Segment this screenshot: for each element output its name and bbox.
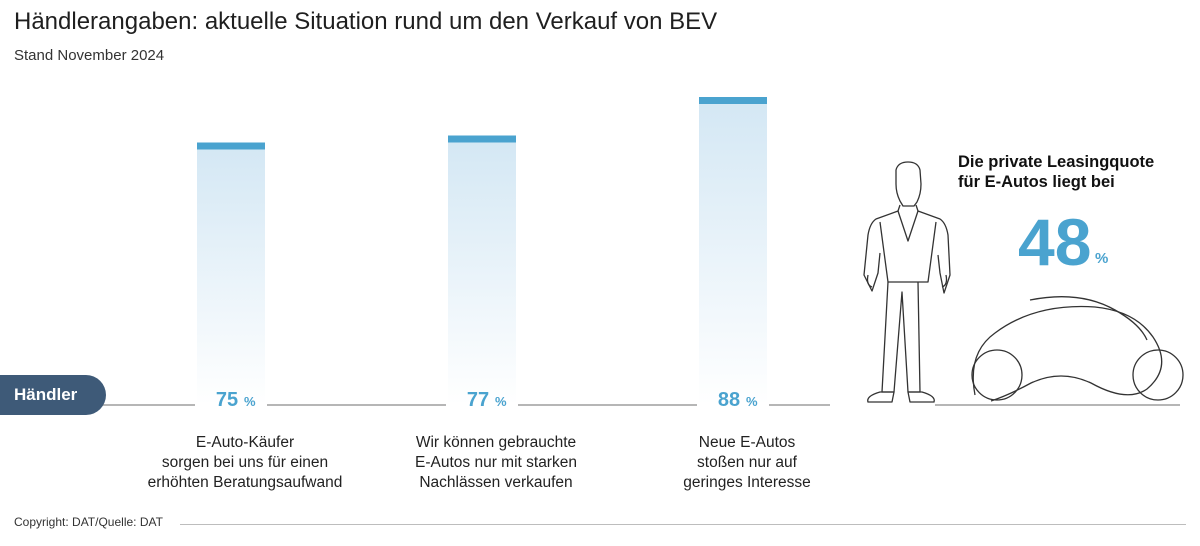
baseline-gap-1 <box>195 402 267 408</box>
value-label-3: 88 <box>718 389 740 411</box>
value-label-1: 75 <box>216 389 238 411</box>
bar-1 <box>197 142 265 405</box>
bar-cap-2 <box>448 135 516 143</box>
value-unit-3: % <box>746 394 758 409</box>
man-illustration <box>863 161 951 403</box>
value-unit-2: % <box>495 394 507 409</box>
leasing-text: Die private Leasingquote für E-Autos lie… <box>958 153 1155 191</box>
copyright: Copyright: DAT/Quelle: DAT <box>14 515 163 529</box>
bar-cap-3 <box>699 97 767 104</box>
haendler-tag: Händler <box>0 375 106 415</box>
bar-2 <box>448 135 516 405</box>
baseline-gap-2 <box>446 402 518 408</box>
bars-group: 75% 77% 88% <box>195 97 769 411</box>
leasing-unit: % <box>1095 250 1109 267</box>
chart-title: Händlerangaben: aktuelle Situation rund … <box>14 8 718 35</box>
value-unit-1: % <box>244 394 256 409</box>
baseline-gap-3 <box>697 402 769 408</box>
footer-divider <box>180 524 1186 525</box>
leasing-value: 48 <box>1018 205 1092 279</box>
bar-3 <box>699 97 767 405</box>
category-label-3: Neue E-Autos stoßen nur auf geringes Int… <box>683 434 811 491</box>
category-label-1: E-Auto-Käufer sorgen bei uns für einen e… <box>147 434 343 491</box>
bar-cap-1 <box>197 142 265 150</box>
category-label-2: Wir können gebrauchte E-Autos nur mit st… <box>415 434 577 491</box>
car-illustration <box>971 296 1184 402</box>
value-label-2: 77 <box>467 389 489 411</box>
haendler-label: Händler <box>14 385 78 404</box>
chart-subtitle: Stand November 2024 <box>14 47 165 64</box>
